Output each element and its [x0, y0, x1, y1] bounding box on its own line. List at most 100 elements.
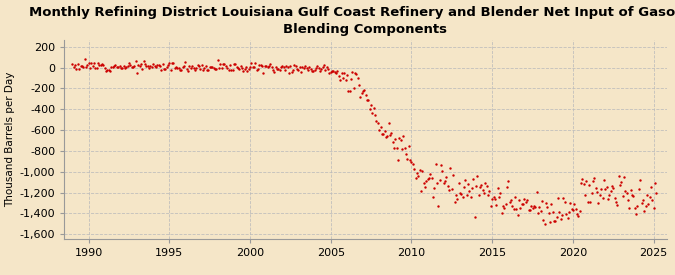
Point [153, 63, 164, 67]
Point [460, 178, 470, 182]
Point [410, 175, 421, 180]
Point [317, 64, 328, 69]
Point [343, 89, 354, 93]
Point [316, 67, 327, 71]
Point [651, 191, 661, 195]
Point [78, 65, 88, 70]
Point [221, 64, 232, 68]
Point [124, 61, 134, 65]
Point [453, 180, 464, 185]
Point [514, 198, 524, 203]
Point [568, 208, 578, 213]
Point [497, 204, 508, 208]
Point [616, 180, 626, 184]
Point [324, 71, 335, 75]
Point [593, 200, 604, 205]
Point [402, 157, 413, 161]
Point [454, 191, 465, 196]
Point [577, 177, 588, 181]
Point [136, 62, 146, 66]
Point [524, 208, 535, 212]
Point [105, 69, 115, 73]
Point [182, 67, 192, 71]
Point [122, 64, 133, 68]
Point [310, 65, 321, 70]
Point [392, 146, 402, 150]
Point [523, 207, 534, 212]
Point [173, 66, 184, 70]
Point [315, 68, 325, 73]
Point [397, 146, 408, 151]
Point [141, 64, 152, 68]
Point [186, 65, 196, 70]
Point [464, 188, 475, 193]
Point [504, 199, 515, 204]
Point [304, 65, 315, 70]
Point [155, 64, 165, 68]
Point [621, 191, 632, 196]
Point [106, 65, 117, 70]
Point [171, 65, 182, 69]
Point [538, 217, 549, 222]
Point [285, 64, 296, 68]
Point [496, 211, 507, 215]
Point [82, 62, 92, 67]
Point [526, 204, 537, 208]
Point [572, 212, 583, 216]
Point [86, 60, 97, 65]
Point [255, 63, 266, 67]
Point [202, 68, 213, 72]
Point [278, 64, 289, 69]
Point [70, 63, 80, 67]
Point [340, 78, 351, 82]
Point [581, 179, 592, 183]
Point [362, 98, 373, 102]
Point [266, 65, 277, 70]
Point [313, 66, 324, 70]
Point [500, 202, 511, 206]
Point [557, 213, 568, 217]
Point [561, 212, 572, 216]
Point [404, 144, 414, 148]
Point [382, 134, 393, 138]
Point [645, 185, 656, 189]
Point [144, 66, 155, 70]
Point [537, 198, 547, 203]
Point [611, 200, 622, 204]
Point [230, 62, 240, 66]
Point [360, 93, 371, 97]
Point [195, 67, 206, 71]
Point [648, 206, 659, 210]
Point [228, 61, 239, 66]
Point [574, 209, 585, 213]
Point [121, 65, 132, 70]
Point [305, 67, 316, 71]
Point [117, 65, 128, 70]
Point [79, 57, 90, 61]
Point [374, 128, 385, 133]
Point [336, 70, 347, 75]
Point [426, 176, 437, 180]
Point [359, 87, 370, 92]
Point [545, 219, 556, 224]
Point [565, 201, 576, 206]
Point [481, 183, 492, 188]
Point [443, 188, 454, 192]
Point [312, 64, 323, 68]
Point [389, 146, 400, 150]
Point [140, 62, 151, 66]
Point [588, 179, 599, 183]
Point [289, 63, 300, 67]
Point [596, 187, 607, 191]
Point [169, 65, 180, 70]
Point [425, 172, 435, 176]
Point [215, 61, 226, 66]
Point [470, 184, 481, 188]
Point [401, 151, 412, 156]
Point [576, 181, 587, 185]
Point [68, 65, 79, 69]
Point [355, 95, 366, 99]
Point [199, 66, 210, 70]
Point [475, 185, 485, 189]
Point [137, 67, 148, 71]
